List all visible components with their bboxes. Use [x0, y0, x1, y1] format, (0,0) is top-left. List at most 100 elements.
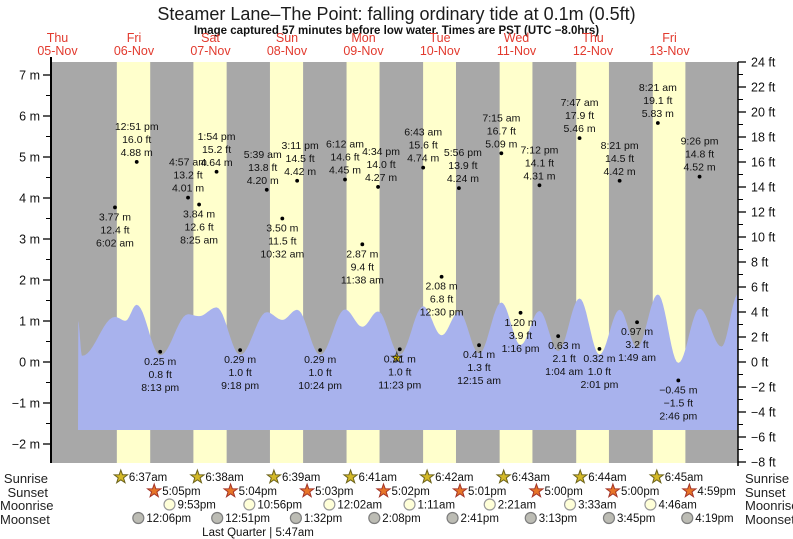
- svg-text:6 ft: 6 ft: [751, 281, 769, 295]
- svg-text:6:42am: 6:42am: [435, 472, 473, 484]
- svg-text:−6 ft: −6 ft: [751, 431, 776, 445]
- svg-text:12:15 am: 12:15 am: [457, 375, 501, 387]
- svg-text:6:38am: 6:38am: [205, 472, 243, 484]
- sunset-row-label-right: Sunset: [745, 485, 786, 500]
- svg-text:13.2 ft: 13.2 ft: [173, 170, 202, 182]
- svg-text:4.52 m: 4.52 m: [684, 162, 716, 174]
- svg-text:5:00pm: 5:00pm: [544, 486, 582, 498]
- svg-text:3:11 pm: 3:11 pm: [282, 140, 319, 152]
- svg-text:1.20 m: 1.20 m: [504, 317, 536, 329]
- svg-text:12 ft: 12 ft: [751, 206, 776, 220]
- svg-text:2 m: 2 m: [19, 274, 40, 288]
- svg-text:1:49 am: 1:49 am: [618, 352, 656, 364]
- svg-text:0.41 m: 0.41 m: [463, 349, 495, 361]
- chart-title: Steamer Lane–The Point: falling ordinary…: [157, 4, 636, 24]
- svg-text:6:43 am: 6:43 am: [404, 127, 442, 139]
- svg-text:12.6 ft: 12.6 ft: [184, 222, 213, 234]
- svg-text:15.2 ft: 15.2 ft: [202, 144, 231, 156]
- svg-text:10:56pm: 10:56pm: [257, 500, 302, 512]
- svg-text:4.27 m: 4.27 m: [365, 172, 397, 184]
- svg-text:5:56 pm: 5:56 pm: [444, 147, 482, 159]
- svg-text:5.46 m: 5.46 m: [563, 123, 595, 135]
- svg-text:3:33am: 3:33am: [578, 500, 616, 512]
- svg-text:7:15 am: 7:15 am: [482, 112, 520, 124]
- svg-text:6 m: 6 m: [19, 110, 40, 124]
- svg-text:13.8 ft: 13.8 ft: [248, 162, 277, 174]
- svg-text:−4 ft: −4 ft: [751, 406, 776, 420]
- svg-text:−2 ft: −2 ft: [751, 381, 776, 395]
- svg-text:1.0 ft: 1.0 ft: [308, 367, 331, 379]
- svg-text:20 ft: 20 ft: [751, 106, 776, 120]
- svg-text:3.77 m: 3.77 m: [99, 211, 131, 223]
- svg-text:12:02am: 12:02am: [337, 500, 382, 512]
- svg-text:16 ft: 16 ft: [751, 156, 776, 170]
- svg-text:0.31 m: 0.31 m: [384, 353, 416, 365]
- svg-text:6:12 am: 6:12 am: [326, 139, 364, 151]
- svg-text:16.7 ft: 16.7 ft: [487, 125, 516, 137]
- svg-text:14 ft: 14 ft: [751, 181, 776, 195]
- svg-text:7:12 pm: 7:12 pm: [520, 144, 558, 156]
- svg-text:14.6 ft: 14.6 ft: [330, 152, 359, 164]
- svg-text:2:41pm: 2:41pm: [461, 513, 499, 525]
- svg-text:4.88 m: 4.88 m: [121, 147, 153, 159]
- svg-text:8:13 pm: 8:13 pm: [141, 382, 179, 394]
- svg-text:4.42 m: 4.42 m: [604, 166, 636, 178]
- svg-text:9:18 pm: 9:18 pm: [221, 380, 259, 392]
- moonset-row-label-left: Moonset: [0, 512, 50, 527]
- svg-text:9.4 ft: 9.4 ft: [351, 261, 374, 273]
- svg-text:3.9 ft: 3.9 ft: [509, 330, 532, 342]
- svg-text:10:24 pm: 10:24 pm: [298, 380, 342, 392]
- svg-text:1 m: 1 m: [19, 315, 40, 329]
- svg-text:12:30 pm: 12:30 pm: [420, 307, 464, 319]
- svg-text:8:25 am: 8:25 am: [180, 235, 218, 247]
- svg-text:4 ft: 4 ft: [751, 306, 769, 320]
- svg-text:−1 m: −1 m: [12, 397, 40, 411]
- svg-text:4:46am: 4:46am: [658, 500, 696, 512]
- svg-text:05-Nov: 05-Nov: [37, 44, 78, 58]
- svg-text:12:51 pm: 12:51 pm: [115, 121, 159, 133]
- svg-text:5 m: 5 m: [19, 151, 40, 165]
- svg-text:4 m: 4 m: [19, 192, 40, 206]
- svg-text:07-Nov: 07-Nov: [190, 44, 231, 58]
- svg-text:1.0 ft: 1.0 ft: [228, 367, 251, 379]
- svg-text:Sat: Sat: [201, 31, 220, 45]
- moonrise-row-label-left: Moonrise: [0, 498, 54, 513]
- svg-text:10 ft: 10 ft: [751, 231, 776, 245]
- svg-text:12.4 ft: 12.4 ft: [100, 224, 129, 236]
- svg-text:Fri: Fri: [127, 31, 142, 45]
- svg-text:1:11am: 1:11am: [418, 500, 456, 512]
- svg-text:−1.5 ft: −1.5 ft: [664, 397, 694, 409]
- svg-text:2.87 m: 2.87 m: [346, 248, 378, 260]
- svg-text:1:16 pm: 1:16 pm: [502, 343, 540, 355]
- svg-text:4.01 m: 4.01 m: [172, 183, 204, 195]
- svg-text:10-Nov: 10-Nov: [420, 44, 461, 58]
- svg-text:6:37am: 6:37am: [129, 472, 167, 484]
- svg-text:11.5 ft: 11.5 ft: [268, 236, 296, 248]
- svg-text:2.1 ft: 2.1 ft: [552, 353, 575, 365]
- svg-text:13.9 ft: 13.9 ft: [448, 160, 477, 172]
- sunrise-row-label-left: Sunrise: [3, 471, 48, 486]
- svg-text:8 ft: 8 ft: [751, 256, 769, 270]
- svg-text:08-Nov: 08-Nov: [267, 44, 308, 58]
- svg-text:14.0 ft: 14.0 ft: [366, 159, 395, 171]
- svg-text:19.1 ft: 19.1 ft: [643, 95, 672, 107]
- svg-text:7:47 am: 7:47 am: [561, 97, 599, 109]
- svg-text:9:53pm: 9:53pm: [178, 500, 216, 512]
- svg-text:0.8 ft: 0.8 ft: [149, 369, 172, 381]
- svg-text:4.20 m: 4.20 m: [247, 175, 279, 187]
- svg-text:0 m: 0 m: [19, 356, 40, 370]
- svg-text:1.0 ft: 1.0 ft: [588, 366, 611, 378]
- svg-text:−0.45 m: −0.45 m: [659, 384, 697, 396]
- svg-text:4:19pm: 4:19pm: [695, 513, 733, 525]
- svg-text:6:45am: 6:45am: [665, 472, 703, 484]
- svg-text:2 ft: 2 ft: [751, 331, 769, 345]
- svg-text:2:08pm: 2:08pm: [382, 513, 420, 525]
- svg-text:3.50 m: 3.50 m: [266, 223, 298, 235]
- svg-text:0.29 m: 0.29 m: [224, 354, 256, 366]
- svg-text:2:21am: 2:21am: [498, 500, 536, 512]
- svg-text:17.9 ft: 17.9 ft: [565, 110, 594, 122]
- svg-text:6:43am: 6:43am: [512, 472, 550, 484]
- sunset-row-label-left: Sunset: [7, 485, 48, 500]
- svg-text:6:02 am: 6:02 am: [96, 237, 134, 249]
- svg-text:Thu: Thu: [582, 31, 604, 45]
